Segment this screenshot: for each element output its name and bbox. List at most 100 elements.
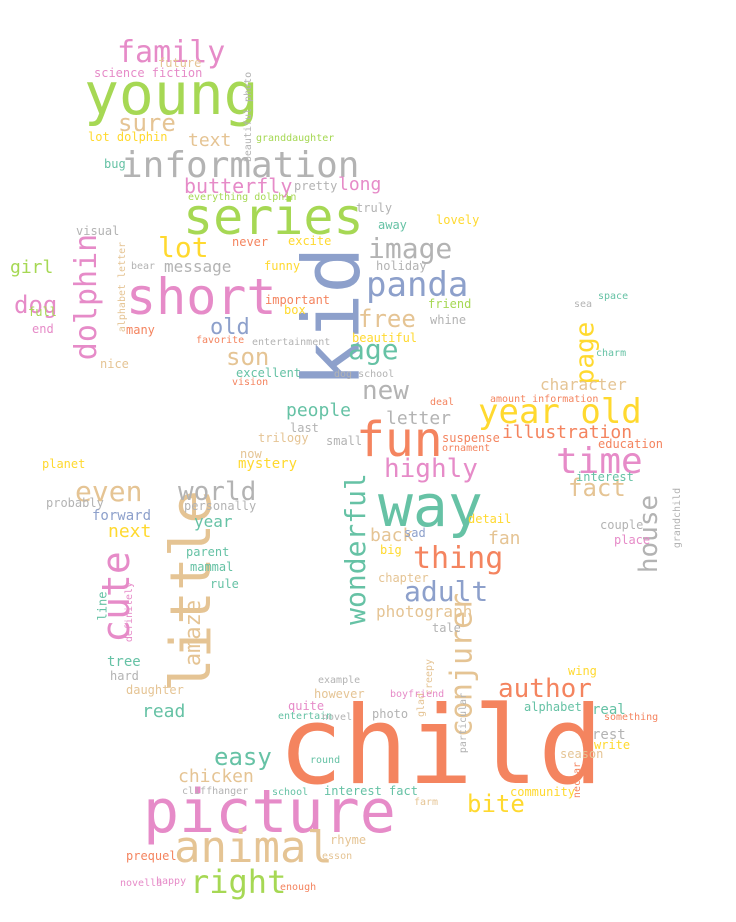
word: sea [574,299,593,310]
word: friend [428,297,472,311]
word: round [310,755,341,766]
word: interest [576,470,634,484]
word: message [164,257,232,276]
word: deal [430,397,455,408]
word: sad [404,526,426,540]
word: nectar [572,761,584,799]
word: year [194,512,233,531]
word: box [284,303,306,317]
word: line [95,591,110,621]
word: many [126,323,155,337]
word: parent [186,545,230,559]
word: interest fact [324,784,418,798]
word: ornament [442,443,491,454]
word: definitely [124,581,136,643]
word: easy [214,743,272,771]
word: sure [118,109,176,137]
word: future [158,56,202,70]
word: world [178,477,257,507]
word: granddaughter [256,133,335,144]
word: lot dolphin [88,130,168,144]
word: girl [10,257,54,278]
word: end [32,322,54,336]
word: mammal [190,560,234,574]
word: novella [120,878,163,889]
word: daughter [126,683,184,697]
word: important [265,293,331,307]
word: quite [288,699,325,713]
word: lesson [316,851,353,862]
word: tree [107,654,141,670]
word: chicken [178,766,254,787]
word: information [121,145,360,186]
word: something [604,712,659,723]
word: old [210,315,250,340]
word: real [592,702,626,718]
word: lot [158,231,209,264]
word: holiday [376,259,427,273]
word: detail [468,512,512,526]
word: long [338,174,382,195]
word: son [226,343,270,371]
word: text [188,130,232,151]
word: nice [100,357,129,371]
word: dog school [334,369,395,380]
word: vision [232,377,269,388]
word: back [370,525,414,546]
word: next [108,521,152,542]
word: place [614,533,651,547]
word: wing [568,664,597,678]
word: season [560,747,604,761]
word: alphabet [524,700,582,714]
word: amaze [181,599,207,667]
word: boyfriend [390,689,445,700]
word: science fiction [94,66,203,80]
word: butterfly [184,174,293,198]
word: truly [356,201,393,215]
word: mystery [238,456,298,472]
word: photo [372,707,409,721]
word: amount information [490,394,599,405]
word: cliffhanger [182,786,249,797]
word: way [378,472,483,540]
word: image [368,232,453,265]
word: rule [210,577,239,591]
word: suspense [442,431,500,445]
word: even [75,475,143,508]
word: chapter [378,571,429,585]
word: highly [384,454,478,484]
word: animal [174,822,333,873]
word: character [540,375,627,394]
word: whine [430,313,467,327]
word: particular [458,692,470,754]
word: beautiful [352,331,418,345]
word: community [510,785,576,799]
word: entertainment [252,337,331,348]
word: hard [110,669,139,683]
word: probably [46,496,104,510]
word: everything dolphin [188,192,297,203]
word: rhyme [330,833,367,847]
word: personally [184,499,257,513]
word: young [84,60,259,128]
word: author [498,674,592,704]
word: grandchild [672,487,684,549]
word: education [598,437,664,451]
word: alphabet letter [117,241,129,333]
word: bug [104,157,126,171]
word: letter [386,408,452,429]
word: write [594,738,631,752]
word: bite [467,790,525,818]
word: example [318,675,361,686]
word: illustration [502,422,633,443]
word: enough [280,882,317,893]
word: charm [596,348,627,359]
word: dolphin [69,233,105,361]
word: lovely [436,213,480,227]
word: big [380,543,402,557]
word: thing [413,541,504,576]
word: favorite [196,335,245,346]
word: trilogy [258,431,309,445]
word: tale [432,621,461,635]
